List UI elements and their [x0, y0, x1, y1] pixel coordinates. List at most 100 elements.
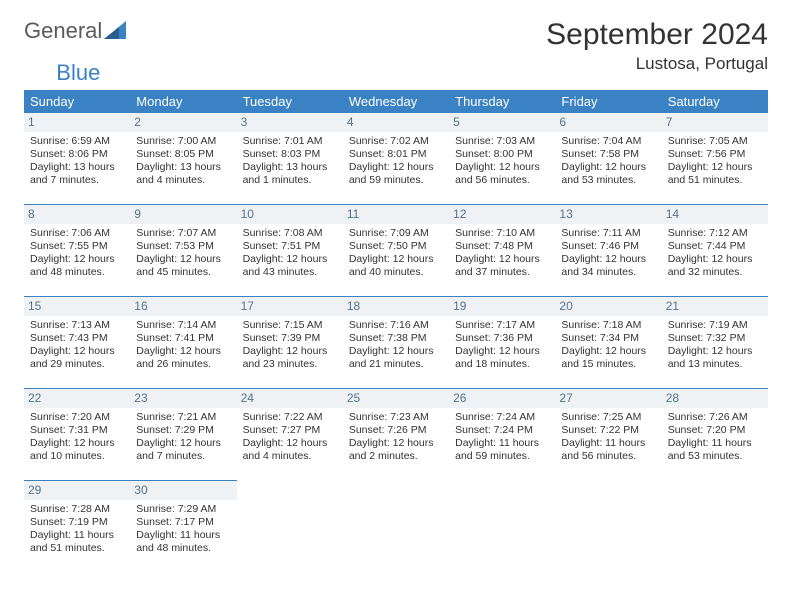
daylight-text: and 4 minutes. — [136, 174, 230, 187]
day-details: Sunrise: 7:01 AMSunset: 8:03 PMDaylight:… — [243, 135, 337, 188]
sunrise-text: Sunrise: 7:08 AM — [243, 227, 337, 240]
calendar-row: 15Sunrise: 7:13 AMSunset: 7:43 PMDayligh… — [24, 297, 768, 389]
month-title: September 2024 — [546, 18, 768, 52]
calendar-cell: 28Sunrise: 7:26 AMSunset: 7:20 PMDayligh… — [662, 389, 768, 481]
calendar-row: 1 Sunrise: 6:59 AMSunset: 8:06 PMDaylight… — [24, 113, 768, 205]
daylight-text: and 48 minutes. — [136, 542, 230, 555]
daylight-text: Daylight: 12 hours — [561, 345, 655, 358]
daylight-text: Daylight: 12 hours — [30, 437, 124, 450]
daylight-text: and 53 minutes. — [668, 450, 762, 463]
logo: General — [24, 18, 130, 44]
sunrise-text: Sunrise: 7:06 AM — [30, 227, 124, 240]
calendar-cell: 23 Sunrise: 7:21 AMSunset: 7:29 PMDayligh… — [130, 389, 236, 481]
sunset-text: Sunset: 7:36 PM — [455, 332, 549, 345]
sunset-text: Sunset: 7:48 PM — [455, 240, 549, 253]
calendar-cell: 13Sunrise: 7:11 AMSunset: 7:46 PMDayligh… — [555, 205, 661, 297]
day-number: 29 — [24, 481, 130, 500]
daylight-text: Daylight: 12 hours — [30, 253, 124, 266]
day-details: Sunrise: 6:59 AMSunset: 8:06 PMDaylight:… — [30, 135, 124, 188]
calendar-cell: 11 Sunrise: 7:09 AMSunset: 7:50 PMDayligh… — [343, 205, 449, 297]
weekday-row: SundayMondayTuesdayWednesdayThursdayFrid… — [24, 90, 768, 113]
day-details: Sunrise: 7:06 AMSunset: 7:55 PMDaylight:… — [30, 227, 124, 280]
sunrise-text: Sunrise: 7:02 AM — [349, 135, 443, 148]
sunset-text: Sunset: 7:26 PM — [349, 424, 443, 437]
day-number: 23 — [130, 389, 236, 408]
sunrise-text: Sunrise: 7:28 AM — [30, 503, 124, 516]
day-number: 5 — [449, 113, 555, 132]
daylight-text: and 1 minutes. — [243, 174, 337, 187]
day-number: 1 — [24, 113, 130, 132]
daylight-text: Daylight: 12 hours — [455, 161, 549, 174]
daylight-text: Daylight: 12 hours — [349, 437, 443, 450]
daylight-text: and 56 minutes. — [455, 174, 549, 187]
calendar-cell: 10Sunrise: 7:08 AMSunset: 7:51 PMDayligh… — [237, 205, 343, 297]
calendar-cell: 12Sunrise: 7:10 AMSunset: 7:48 PMDayligh… — [449, 205, 555, 297]
calendar-cell: 19 Sunrise: 7:17 AMSunset: 7:36 PMDayligh… — [449, 297, 555, 389]
daylight-text: and 51 minutes. — [668, 174, 762, 187]
calendar-cell: 17Sunrise: 7:15 AMSunset: 7:39 PMDayligh… — [237, 297, 343, 389]
day-number: 2 — [130, 113, 236, 132]
day-details: Sunrise: 7:04 AMSunset: 7:58 PMDaylight:… — [561, 135, 655, 188]
daylight-text: Daylight: 12 hours — [561, 161, 655, 174]
day-details: Sunrise: 7:09 AMSunset: 7:50 PMDaylight:… — [349, 227, 443, 280]
daylight-text: Daylight: 12 hours — [136, 437, 230, 450]
daylight-text: Daylight: 12 hours — [136, 345, 230, 358]
sunset-text: Sunset: 7:56 PM — [668, 148, 762, 161]
sunrise-text: Sunrise: 7:20 AM — [30, 411, 124, 424]
day-number: 25 — [343, 389, 449, 408]
daylight-text: and 37 minutes. — [455, 266, 549, 279]
day-details: Sunrise: 7:29 AMSunset: 7:17 PMDaylight:… — [136, 503, 230, 556]
sunrise-text: Sunrise: 7:05 AM — [668, 135, 762, 148]
daylight-text: Daylight: 12 hours — [243, 345, 337, 358]
sunrise-text: Sunrise: 7:16 AM — [349, 319, 443, 332]
logo-word1: General — [24, 18, 102, 44]
calendar-cell: 2Sunrise: 7:00 AMSunset: 8:05 PMDaylight… — [130, 113, 236, 205]
daylight-text: and 4 minutes. — [243, 450, 337, 463]
calendar-cell: 22Sunrise: 7:20 AMSunset: 7:31 PMDayligh… — [24, 389, 130, 481]
sunrise-text: Sunrise: 7:03 AM — [455, 135, 549, 148]
sunrise-text: Sunrise: 7:26 AM — [668, 411, 762, 424]
day-details: Sunrise: 7:21 AMSunset: 7:29 PMDaylight:… — [136, 411, 230, 464]
calendar-cell: 18Sunrise: 7:16 AMSunset: 7:38 PMDayligh… — [343, 297, 449, 389]
day-number: 20 — [555, 297, 661, 316]
daylight-text: and 10 minutes. — [30, 450, 124, 463]
sunrise-text: Sunrise: 7:18 AM — [561, 319, 655, 332]
day-details: Sunrise: 7:17 AMSunset: 7:36 PMDaylight:… — [455, 319, 549, 372]
sunset-text: Sunset: 7:58 PM — [561, 148, 655, 161]
sunrise-text: Sunrise: 7:15 AM — [243, 319, 337, 332]
calendar-cell: 25 Sunrise: 7:23 AMSunset: 7:26 PMDayligh… — [343, 389, 449, 481]
calendar-cell: 15Sunrise: 7:13 AMSunset: 7:43 PMDayligh… — [24, 297, 130, 389]
sunrise-text: Sunrise: 7:21 AM — [136, 411, 230, 424]
day-number: 11 — [343, 205, 449, 224]
calendar-cell: 30Sunrise: 7:29 AMSunset: 7:17 PMDayligh… — [130, 481, 236, 573]
daylight-text: Daylight: 12 hours — [243, 253, 337, 266]
daylight-text: Daylight: 11 hours — [561, 437, 655, 450]
sunrise-text: Sunrise: 7:19 AM — [668, 319, 762, 332]
day-details: Sunrise: 7:07 AMSunset: 7:53 PMDaylight:… — [136, 227, 230, 280]
day-details: Sunrise: 7:15 AMSunset: 7:39 PMDaylight:… — [243, 319, 337, 372]
sunset-text: Sunset: 7:20 PM — [668, 424, 762, 437]
day-details: Sunrise: 7:03 AMSunset: 8:00 PMDaylight:… — [455, 135, 549, 188]
day-number: 27 — [555, 389, 661, 408]
sunset-text: Sunset: 7:50 PM — [349, 240, 443, 253]
calendar-cell: 1 Sunrise: 6:59 AMSunset: 8:06 PMDaylight… — [24, 113, 130, 205]
daylight-text: and 53 minutes. — [561, 174, 655, 187]
sunrise-text: Sunrise: 7:17 AM — [455, 319, 549, 332]
calendar-cell: 24Sunrise: 7:22 AMSunset: 7:27 PMDayligh… — [237, 389, 343, 481]
daylight-text: Daylight: 12 hours — [136, 253, 230, 266]
day-details: Sunrise: 7:23 AMSunset: 7:26 PMDaylight:… — [349, 411, 443, 464]
day-number: 28 — [662, 389, 768, 408]
sunset-text: Sunset: 7:41 PM — [136, 332, 230, 345]
calendar-cell — [343, 481, 449, 573]
daylight-text: Daylight: 12 hours — [243, 437, 337, 450]
calendar-body: 1 Sunrise: 6:59 AMSunset: 8:06 PMDaylight… — [24, 113, 768, 572]
sunrise-text: Sunrise: 7:29 AM — [136, 503, 230, 516]
daylight-text: and 7 minutes. — [136, 450, 230, 463]
calendar-cell: 29Sunrise: 7:28 AMSunset: 7:19 PMDayligh… — [24, 481, 130, 573]
sunrise-text: Sunrise: 7:01 AM — [243, 135, 337, 148]
day-details: Sunrise: 7:16 AMSunset: 7:38 PMDaylight:… — [349, 319, 443, 372]
sunrise-text: Sunrise: 7:10 AM — [455, 227, 549, 240]
calendar-cell: 5 Sunrise: 7:03 AMSunset: 8:00 PMDaylight… — [449, 113, 555, 205]
daylight-text: Daylight: 13 hours — [30, 161, 124, 174]
day-number: 19 — [449, 297, 555, 316]
